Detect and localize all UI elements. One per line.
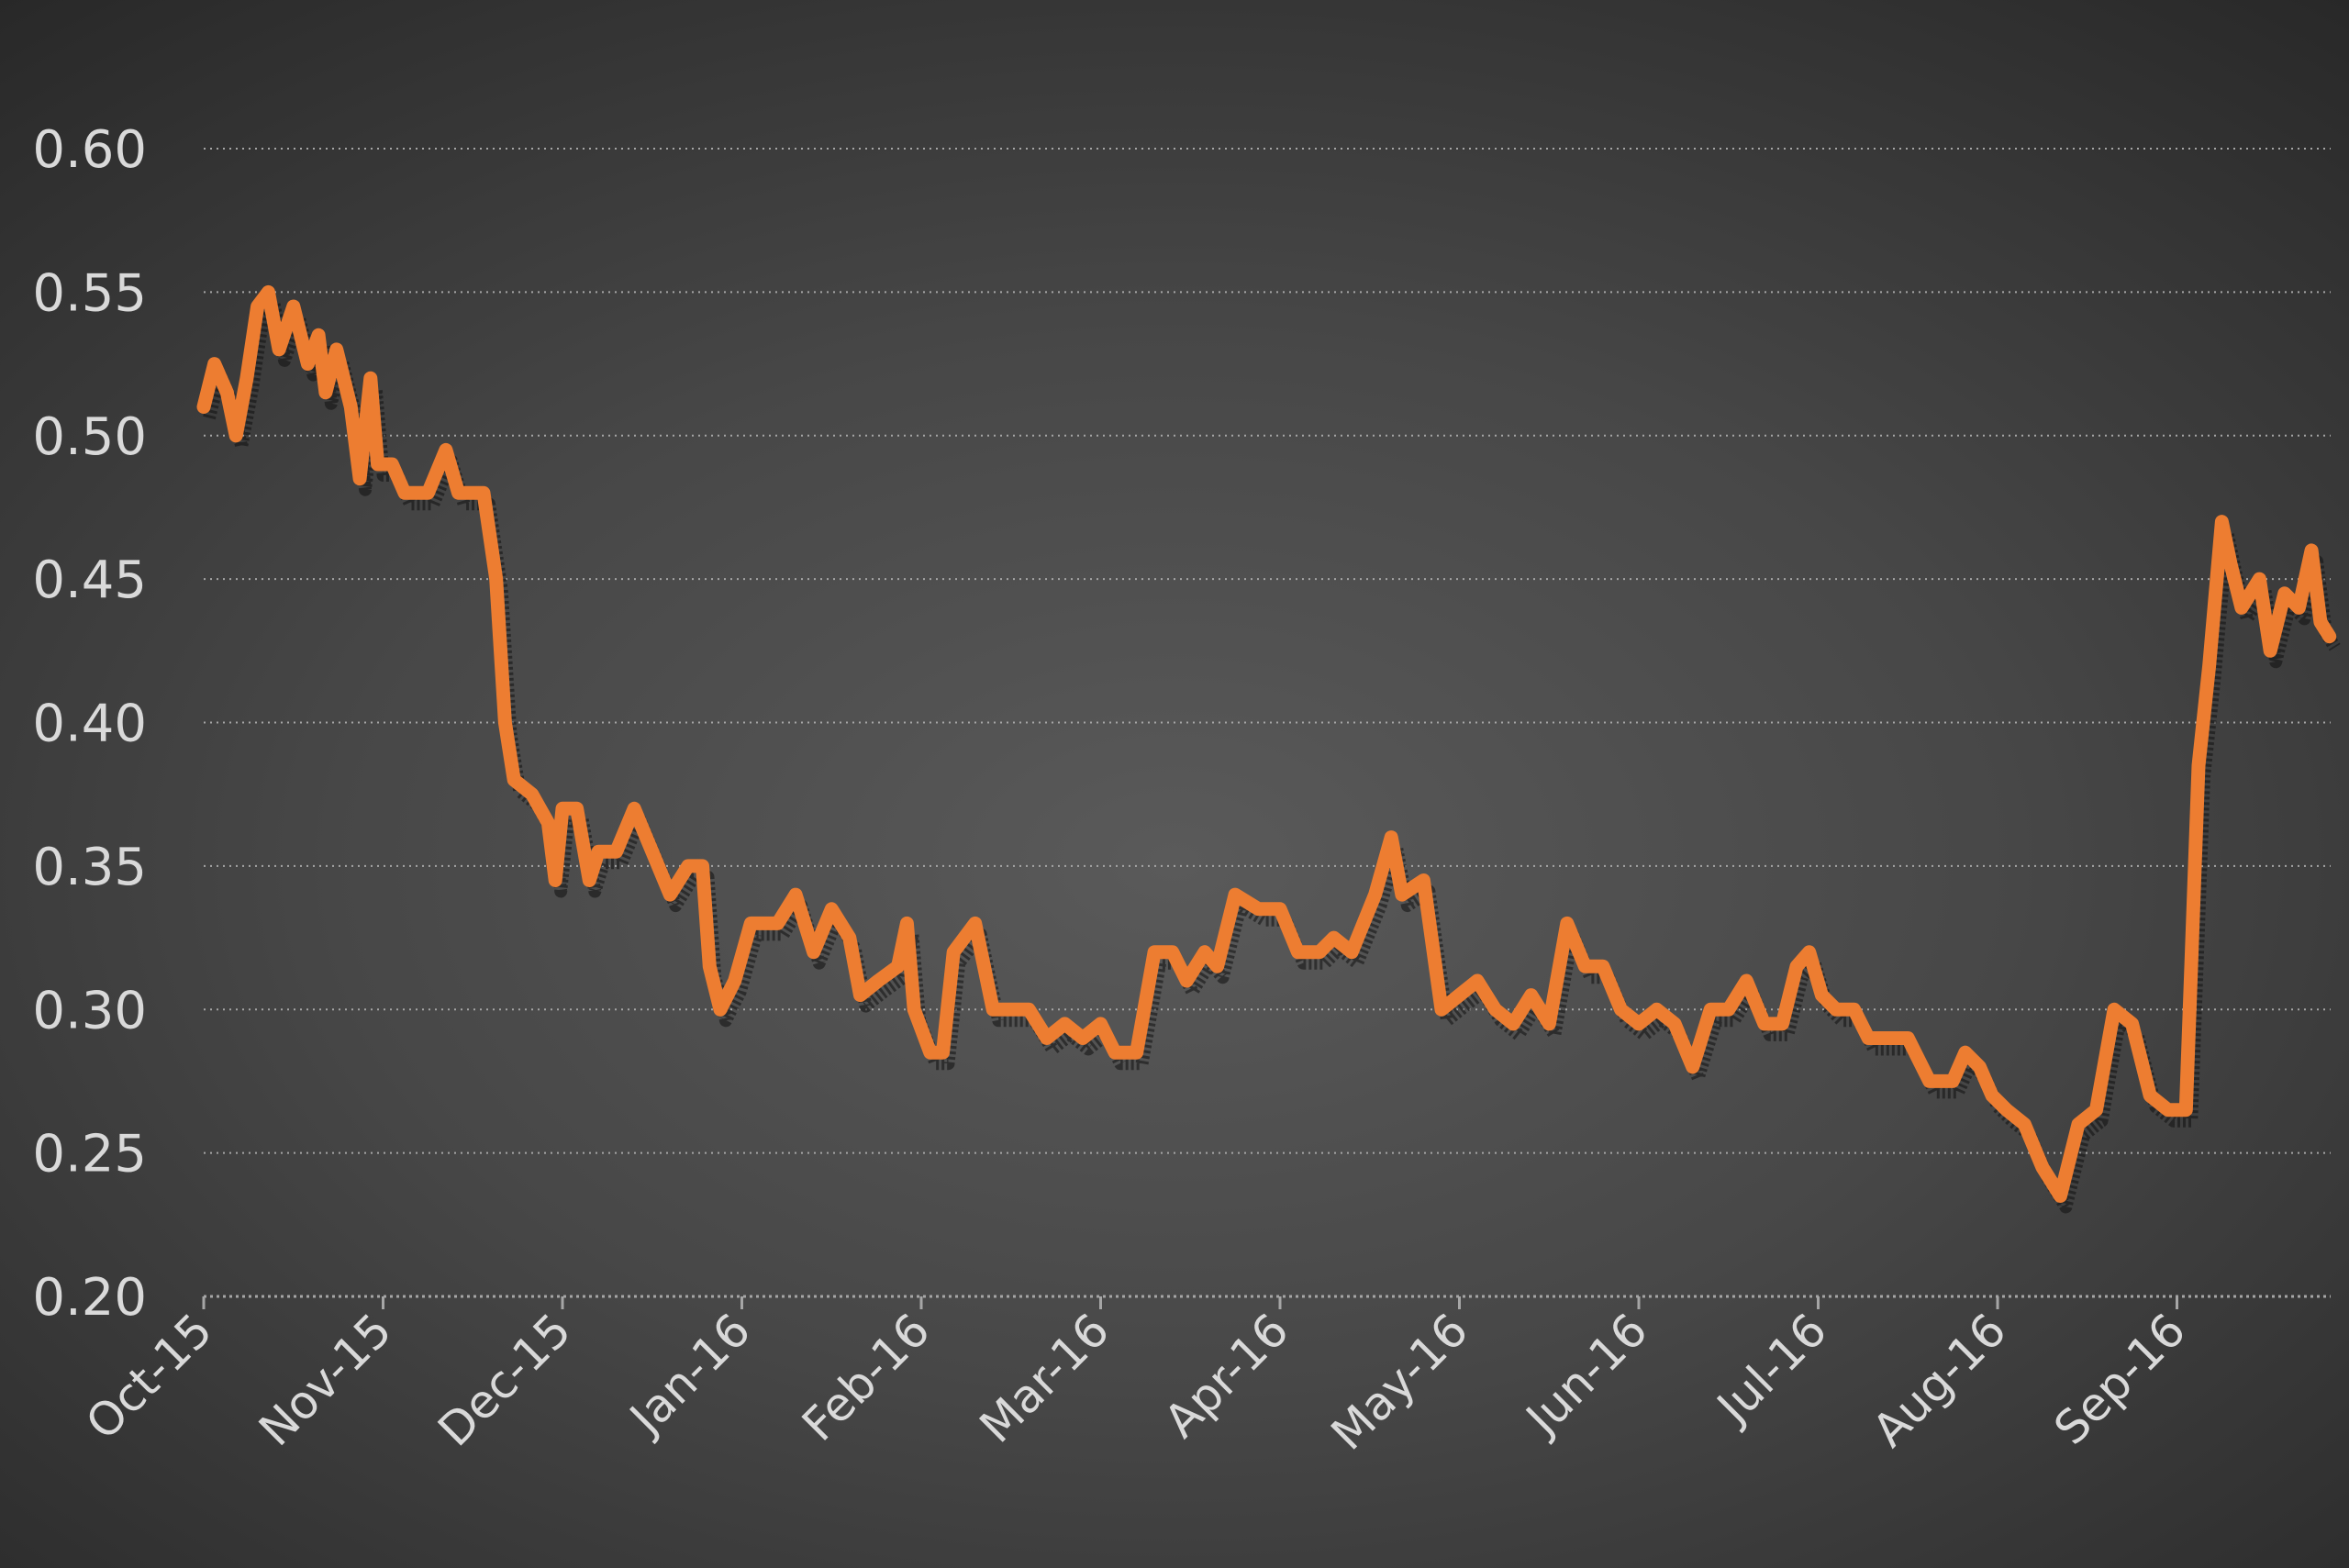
x-tick-label: Nov-15 bbox=[249, 1303, 402, 1456]
x-tick-label: Sep-16 bbox=[2044, 1303, 2196, 1454]
y-tick-label: 0.20 bbox=[32, 1268, 147, 1328]
series-line-shadow bbox=[203, 296, 2341, 1214]
x-tick-label: Aug-16 bbox=[1863, 1303, 2017, 1457]
y-tick-label: 0.45 bbox=[32, 550, 147, 610]
x-axis-tick-labels: Oct-15 Nov-15 Dec-15 Jan-16 Feb-16 Mar-16 Apr-… bbox=[76, 1303, 2196, 1460]
y-tick-label: 0.25 bbox=[32, 1125, 147, 1184]
plot-area bbox=[196, 284, 2341, 1214]
y-tick-label: 0.30 bbox=[32, 981, 147, 1040]
y-tick-label: 0.55 bbox=[32, 263, 147, 323]
x-tick-label: Mar-16 bbox=[970, 1303, 1119, 1452]
y-axis-tick-labels: 0.20 0.25 0.30 0.35 0.40 0.45 0.50 0.55 0.60 bbox=[32, 120, 147, 1328]
gridlines bbox=[204, 148, 2331, 1154]
series-line bbox=[196, 284, 2337, 1203]
x-tick-label: Jan-16 bbox=[618, 1303, 761, 1445]
y-tick-label: 0.40 bbox=[32, 695, 147, 754]
x-tick-label: Jun-16 bbox=[1514, 1303, 1657, 1446]
y-tick-label: 0.35 bbox=[32, 838, 147, 897]
y-tick-label: 0.50 bbox=[32, 407, 147, 467]
y-tick-label: 0.60 bbox=[32, 120, 147, 180]
x-tick-label: Feb-16 bbox=[792, 1303, 940, 1451]
x-tick-label: May-16 bbox=[1321, 1303, 1478, 1460]
x-tick-label: Dec-15 bbox=[428, 1303, 581, 1456]
x-axis bbox=[202, 1295, 2331, 1309]
x-tick-label: Apr-16 bbox=[1154, 1303, 1299, 1448]
x-tick-label: Jul-16 bbox=[1705, 1303, 1837, 1435]
